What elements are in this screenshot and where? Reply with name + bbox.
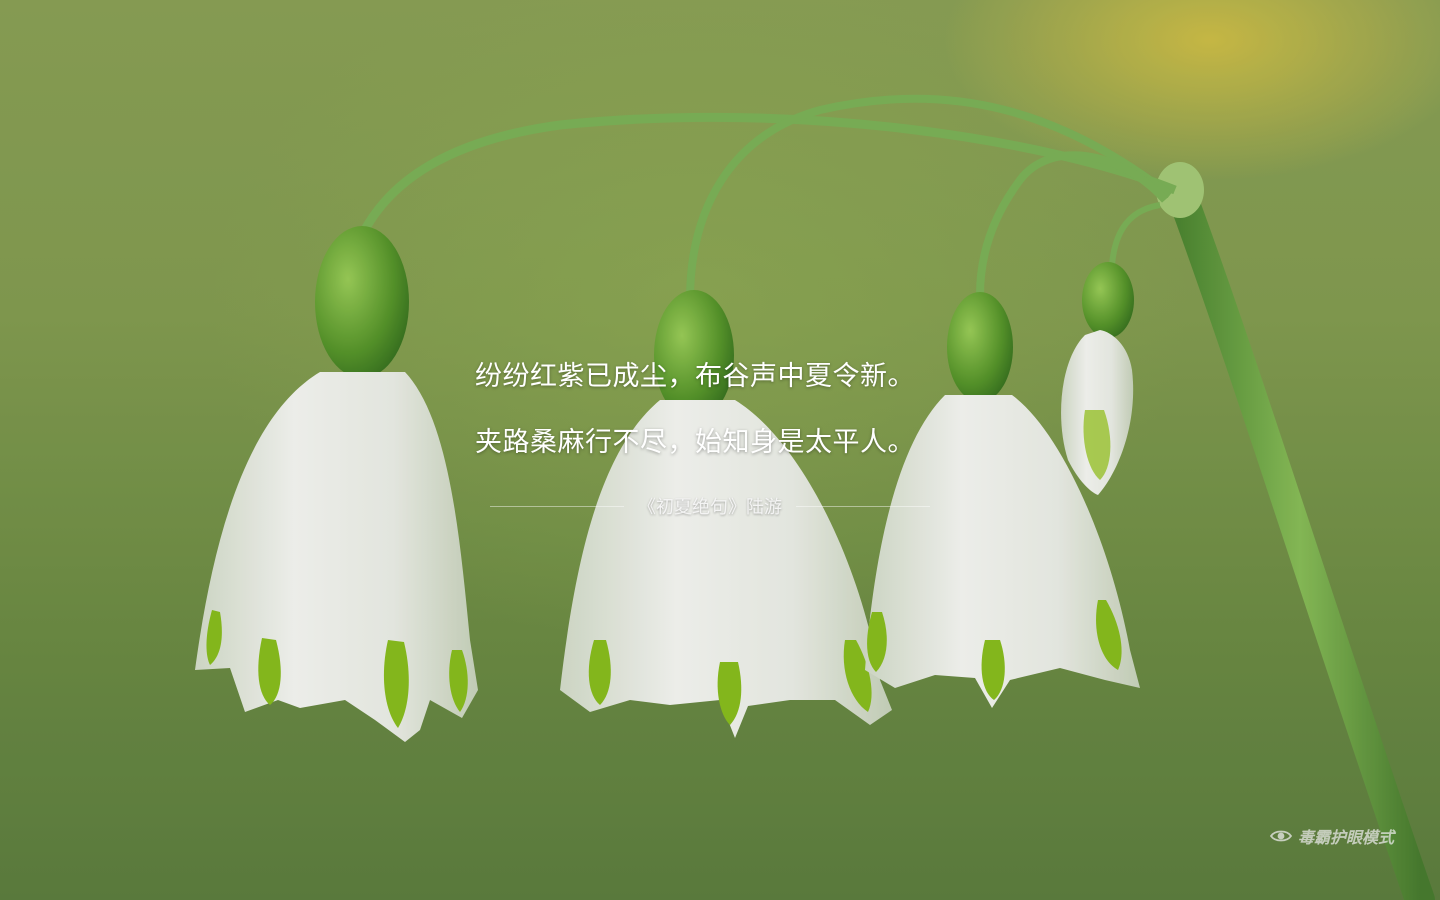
source-divider-left [490,505,624,507]
eye-icon [1270,830,1292,842]
poem-line-1: 纷纷红紫已成尘，布谷声中夏令新。 [475,361,915,392]
poem-line-2: 夹路桑麻行不尽，始知身是太平人。 [475,427,915,458]
poem-block: 纷纷红紫已成尘，布谷声中夏令新。 夹路桑麻行不尽，始知身是太平人。 [475,357,995,463]
eye-protection-mode-button[interactable]: 毒霸护眼模式 [1270,824,1394,848]
eye-protection-mode-label: 毒霸护眼模式 [1298,828,1395,847]
poem-source: 《初夏绝句》陆游 [490,492,930,520]
poem-source-text: 《初夏绝句》陆游 [638,497,782,518]
source-divider-right [796,505,930,507]
